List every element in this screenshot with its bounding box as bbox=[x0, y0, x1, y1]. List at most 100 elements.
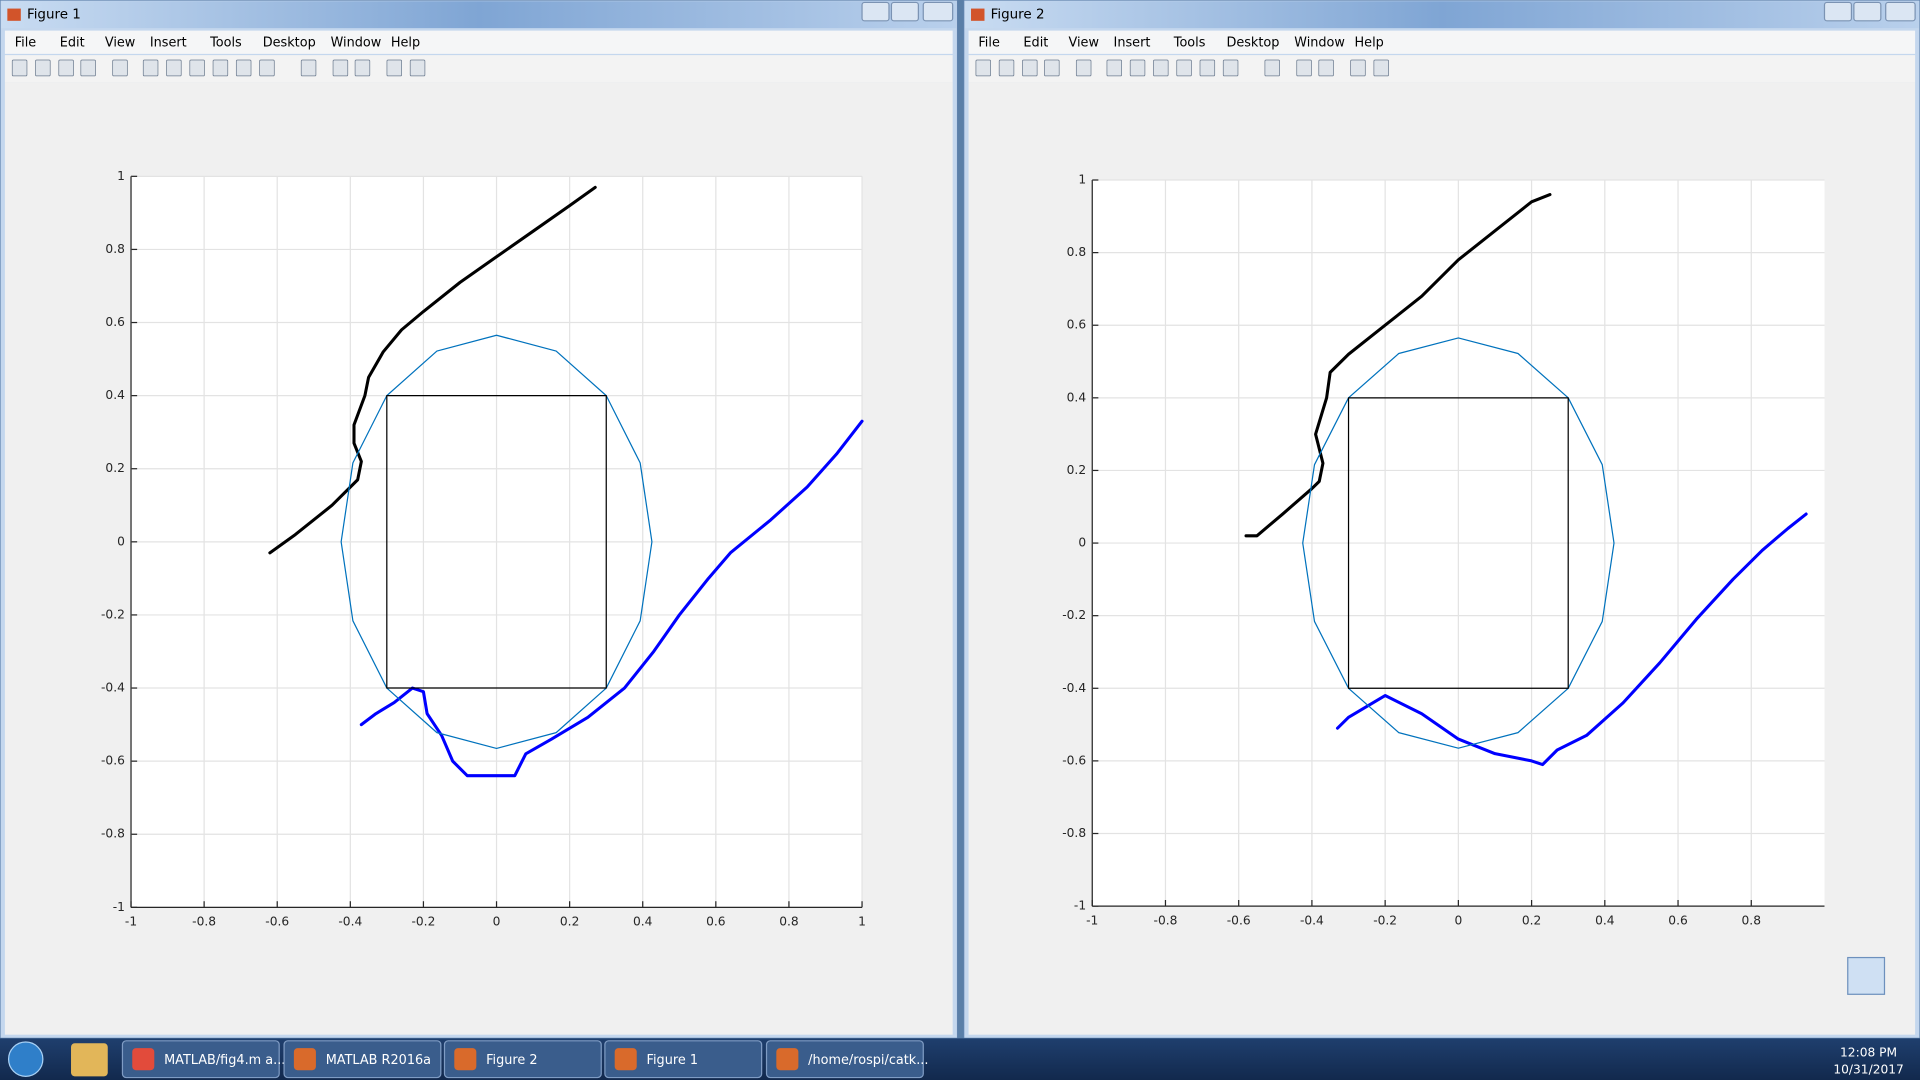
data-line bbox=[1302, 337, 1615, 749]
clock-time: 12:08 PM bbox=[1840, 1046, 1897, 1060]
taskbar-item[interactable] bbox=[121, 1040, 280, 1079]
toolbar-button[interactable] bbox=[332, 59, 349, 77]
toolbar-button[interactable] bbox=[166, 59, 182, 77]
toolbar-button[interactable] bbox=[1129, 59, 1146, 77]
data-line bbox=[359, 419, 864, 778]
y-tick-label: 1 bbox=[1078, 173, 1086, 187]
menu-item[interactable]: View bbox=[105, 35, 135, 50]
maximize-button[interactable] bbox=[890, 1, 919, 22]
toolbar-button[interactable] bbox=[1106, 59, 1122, 77]
taskbar-label: Figure 2 bbox=[486, 1053, 537, 1068]
menu-bar bbox=[4, 30, 953, 54]
y-tick-label: 0.6 bbox=[1067, 318, 1087, 332]
toolbar-button[interactable] bbox=[259, 59, 275, 77]
taskbar-icon bbox=[614, 1048, 637, 1071]
menu-item[interactable]: Tools bbox=[1173, 35, 1206, 50]
toolbar-button[interactable] bbox=[354, 59, 371, 77]
toolbar-button[interactable] bbox=[1318, 59, 1334, 77]
toolbar-button[interactable] bbox=[142, 59, 159, 77]
toolbar-button[interactable] bbox=[1199, 59, 1216, 77]
taskbar-item[interactable] bbox=[283, 1040, 442, 1079]
menu-item[interactable]: Edit bbox=[60, 35, 85, 50]
x-tick-label: 0.2 bbox=[1522, 913, 1541, 927]
toolbar-button[interactable] bbox=[1044, 59, 1060, 77]
toolbar-button[interactable] bbox=[386, 59, 402, 77]
menu-item[interactable]: Window bbox=[331, 35, 382, 50]
data-line bbox=[386, 395, 607, 689]
toolbar-button[interactable] bbox=[1222, 59, 1239, 77]
toolbar-button[interactable] bbox=[1075, 59, 1092, 77]
toolbar-button[interactable] bbox=[11, 59, 28, 77]
window-icon bbox=[971, 8, 985, 21]
minimize-button[interactable] bbox=[861, 1, 890, 22]
toolbar-button[interactable] bbox=[1264, 59, 1280, 77]
menu-bar bbox=[968, 30, 1916, 54]
y-tick-label: -0.8 bbox=[1062, 826, 1086, 840]
menu-item[interactable]: Insert bbox=[1114, 35, 1151, 50]
y-tick-label: 0.2 bbox=[1067, 463, 1086, 477]
taskbar-item[interactable] bbox=[443, 1040, 602, 1079]
toolbar-button[interactable] bbox=[189, 59, 205, 77]
toolbar-button[interactable] bbox=[212, 59, 229, 77]
dock-button[interactable] bbox=[1847, 956, 1886, 995]
close-button[interactable] bbox=[1885, 1, 1916, 22]
y-tick-label: -0.2 bbox=[101, 607, 125, 621]
menu-item[interactable]: File bbox=[978, 35, 1000, 50]
y-tick-label: -0.8 bbox=[101, 827, 125, 841]
x-tick-label: -0.8 bbox=[1154, 913, 1178, 927]
x-tick-label: -0.6 bbox=[1227, 913, 1251, 927]
taskbar-icon bbox=[293, 1048, 316, 1071]
toolbar-button[interactable] bbox=[235, 59, 252, 77]
explorer-button[interactable] bbox=[71, 1043, 108, 1077]
x-tick-label: 0.6 bbox=[706, 915, 726, 929]
toolbar-button[interactable] bbox=[1350, 59, 1366, 77]
window-icon bbox=[7, 8, 21, 21]
y-tick-label: 0.2 bbox=[105, 461, 124, 475]
x-tick-label: -0.2 bbox=[411, 915, 435, 929]
toolbar-button[interactable] bbox=[975, 59, 991, 77]
toolbar-button[interactable] bbox=[300, 59, 317, 77]
menu-item[interactable]: File bbox=[15, 35, 37, 50]
window-title: Figure 1 bbox=[27, 8, 81, 23]
x-tick-label: -0.8 bbox=[192, 915, 216, 929]
x-tick-label: -0.4 bbox=[1300, 913, 1324, 927]
data-line bbox=[1347, 397, 1569, 689]
menu-item[interactable]: View bbox=[1068, 35, 1098, 50]
toolbar-button[interactable] bbox=[58, 59, 74, 77]
x-tick-label: -0.2 bbox=[1373, 913, 1397, 927]
menu-item[interactable]: Desktop bbox=[263, 35, 316, 50]
data-line bbox=[340, 334, 653, 750]
toolbar-button[interactable] bbox=[112, 59, 128, 77]
menu-item[interactable]: Tools bbox=[209, 35, 242, 50]
menu-item[interactable]: Help bbox=[391, 35, 420, 50]
window-title: Figure 2 bbox=[991, 8, 1045, 23]
menu-item[interactable]: Insert bbox=[150, 35, 187, 50]
toolbar-button[interactable] bbox=[80, 59, 96, 77]
y-tick-label: 0 bbox=[117, 534, 125, 548]
start-button[interactable] bbox=[7, 1041, 44, 1077]
x-tick-label: -0.6 bbox=[265, 915, 289, 929]
toolbar-button[interactable] bbox=[1176, 59, 1192, 77]
menu-item[interactable]: Edit bbox=[1023, 35, 1048, 50]
y-tick-label: -0.6 bbox=[101, 754, 125, 768]
menu-item[interactable]: Help bbox=[1355, 35, 1384, 50]
menu-item[interactable]: Desktop bbox=[1226, 35, 1279, 50]
toolbar-button[interactable] bbox=[1022, 59, 1038, 77]
taskbar-item[interactable] bbox=[765, 1040, 924, 1079]
close-button[interactable] bbox=[922, 1, 954, 22]
toolbar-button[interactable] bbox=[35, 59, 51, 77]
toolbar-button[interactable] bbox=[998, 59, 1015, 77]
toolbar bbox=[4, 55, 953, 83]
toolbar-button[interactable] bbox=[1296, 59, 1312, 77]
x-tick-label: 0.8 bbox=[1742, 913, 1761, 927]
maximize-button[interactable] bbox=[1853, 1, 1882, 22]
toolbar-button[interactable] bbox=[1373, 59, 1389, 77]
taskbar-item[interactable] bbox=[604, 1040, 763, 1079]
menu-item[interactable]: Window bbox=[1294, 35, 1345, 50]
taskbar-label: /home/rospi/catk... bbox=[808, 1053, 928, 1068]
minimize-button[interactable] bbox=[1823, 1, 1853, 22]
x-tick-label: 0.4 bbox=[1595, 913, 1615, 927]
toolbar-button[interactable] bbox=[409, 59, 426, 77]
toolbar-button[interactable] bbox=[1153, 59, 1169, 77]
taskbar-icon bbox=[132, 1048, 155, 1071]
